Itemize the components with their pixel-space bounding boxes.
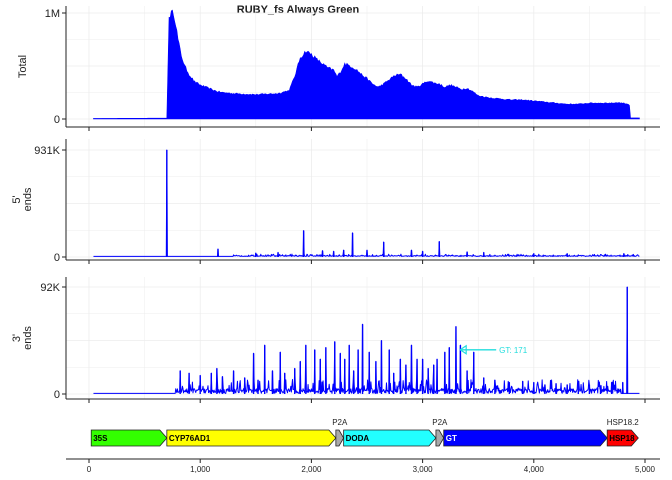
y-axis-label-line: 5'	[11, 195, 23, 203]
gene-arrow	[335, 429, 345, 447]
gene-label-above: P2A	[432, 418, 448, 427]
gene-label: GT	[446, 434, 457, 443]
annotation-arrowhead	[459, 344, 467, 355]
gene-arrow	[343, 429, 437, 447]
gene-arrow	[435, 429, 445, 447]
gene-arrow	[166, 429, 337, 447]
gene-label: 35S	[93, 434, 108, 443]
y-axis-label-line: Total	[17, 55, 29, 78]
gene-feature: GT	[443, 429, 608, 447]
x-tick-label: 0	[87, 465, 92, 474]
gene-arrow	[443, 429, 608, 447]
y-tick-label: 0	[54, 389, 60, 401]
x-tick-label: 3,000	[413, 465, 434, 474]
x-tick-label: 5,000	[635, 465, 656, 474]
y-axis-label: Total	[17, 55, 29, 78]
y-tick-label: 1M	[45, 8, 60, 20]
gene-label: CYP76AD1	[169, 434, 211, 443]
gene-arrow	[606, 429, 639, 447]
gene-feature: P2A	[332, 418, 348, 447]
chart-title: RUBY_fs Always Green	[237, 4, 360, 16]
gridlines	[66, 139, 660, 260]
series	[93, 286, 640, 394]
series	[93, 149, 640, 257]
y-tick-label: 92K	[40, 282, 60, 294]
gene-feature: DODA	[343, 429, 437, 447]
ends-trace	[93, 286, 640, 394]
x-tick-label: 4,000	[524, 465, 545, 474]
gene-feature: 35S	[90, 429, 168, 447]
annotation-label: GT: 171	[499, 346, 528, 355]
y-axis-label-line: ends	[22, 187, 34, 211]
gene-feature: HSP18 HSP18.2	[606, 418, 640, 447]
panel-total: 0 1M Total	[17, 6, 660, 131]
total-coverage-area	[93, 9, 640, 120]
gene-label: HSP18	[609, 434, 635, 443]
panel-three-prime-ends: 0 92K 3'ends GT: 171	[11, 277, 660, 403]
y-axis-label: 5'ends	[11, 187, 34, 211]
x-tick-label: 1,000	[190, 465, 211, 474]
y-tick-label: 0	[54, 252, 60, 264]
panel-five-prime-ends: 0 931K 5'ends	[11, 139, 660, 264]
gene-feature: P2A	[432, 418, 448, 447]
y-axis-label-line: 3'	[11, 334, 23, 342]
gene-arrow	[90, 429, 168, 447]
gene-label-above: P2A	[332, 418, 348, 427]
y-tick-label: 931K	[34, 145, 60, 157]
gene-map: 0 1,000 2,000 3,000 4,000 5,000 35S CYP76AD1 P2A…	[66, 418, 660, 474]
x-tick-label: 2,000	[301, 465, 322, 474]
y-axis-label-line: ends	[22, 326, 34, 350]
gene-label: DODA	[346, 434, 370, 443]
series	[93, 9, 640, 120]
peak-annotation: GT: 171	[459, 344, 528, 355]
y-axis-label: 3'ends	[11, 326, 34, 350]
y-tick-label: 0	[54, 114, 60, 126]
gene-label-above: HSP18.2	[607, 418, 640, 427]
gene-feature: CYP76AD1	[166, 429, 337, 447]
